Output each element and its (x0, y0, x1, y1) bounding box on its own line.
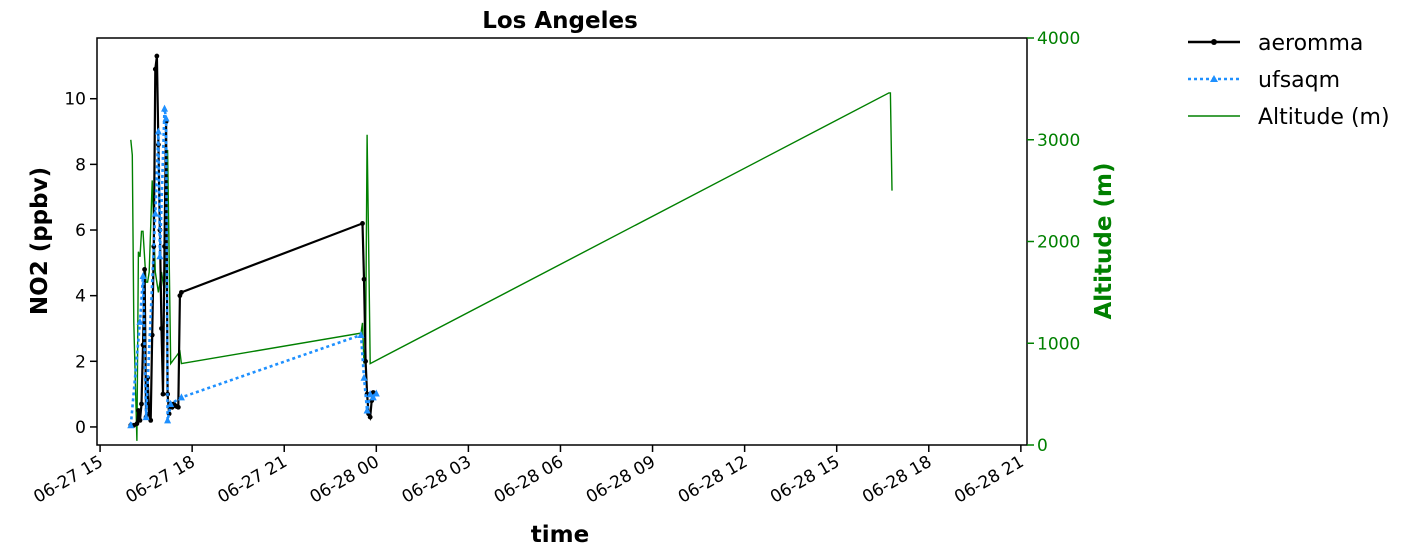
x-tick-label: 06-28 18 (859, 452, 935, 508)
x-tick-label: 06-27 18 (122, 452, 198, 508)
data-point-aeromma (159, 326, 164, 331)
legend-label: ufsaqm (1258, 68, 1340, 93)
series-line-altitude (130, 92, 893, 441)
data-point-ufsaqm (156, 252, 164, 260)
legend-label: Altitude (m) (1258, 105, 1390, 130)
data-point-ufsaqm (154, 127, 162, 135)
data-point-aeromma (152, 66, 158, 72)
data-point-aeromma (160, 391, 166, 397)
data-point-aeromma (139, 401, 144, 407)
x-tick-label: 06-28 21 (951, 452, 1027, 508)
data-point-ufsaqm (164, 416, 172, 424)
data-point-aeromma (361, 276, 367, 282)
data-point-aeromma (360, 221, 365, 226)
legend-marker (1210, 75, 1218, 82)
data-point-aeromma (179, 289, 184, 295)
x-tick-label: 06-28 12 (675, 452, 751, 508)
data-point-aeromma (148, 417, 154, 423)
data-point-ufsaqm (162, 114, 170, 122)
data-point-ufsaqm (366, 390, 374, 398)
y2-tick-label: 1000 (1037, 334, 1080, 354)
data-point-aeromma (363, 358, 368, 364)
data-point-ufsaqm (363, 406, 371, 414)
x-tick-label: 06-28 09 (583, 452, 659, 508)
y-tick-label: 6 (75, 221, 86, 241)
data-point-aeromma (136, 408, 141, 413)
x-tick-label: 06-28 03 (399, 452, 475, 508)
plot-frame (96, 37, 1028, 446)
data-point-ufsaqm (151, 209, 159, 217)
y2-tick-label: 4000 (1037, 29, 1080, 49)
data-point-ufsaqm (139, 271, 147, 279)
y-tick-label: 2 (75, 352, 86, 372)
data-point-aeromma (142, 266, 147, 272)
y2-tick-label: 2000 (1037, 233, 1080, 253)
x-tick-label: 06-28 00 (307, 452, 383, 508)
data-point-aeromma (367, 414, 373, 420)
data-point-ufsaqm (357, 331, 365, 339)
x-tick-label: 06-28 15 (767, 452, 843, 508)
data-point-ufsaqm (161, 104, 169, 112)
y2-tick-label: 3000 (1037, 131, 1080, 151)
data-point-ufsaqm (167, 399, 175, 407)
y2-tick-label: 0 (1037, 436, 1048, 456)
data-point-aeromma (175, 404, 181, 410)
data-point-ufsaqm (142, 413, 150, 421)
x-axis-label: time (531, 522, 589, 548)
chart-title: Los Angeles (482, 8, 638, 34)
y-tick-label: 8 (75, 155, 86, 175)
data-point-aeromma (146, 411, 152, 417)
x-tick-label: 06-28 06 (491, 452, 567, 508)
data-point-ufsaqm (177, 393, 185, 401)
data-point-ufsaqm (360, 373, 368, 381)
y-tick-label: 0 (75, 418, 86, 438)
y-axis-label: NO2 (ppbv) (27, 167, 53, 315)
data-point-aeromma (154, 53, 160, 59)
y2-axis-label: Altitude (m) (1091, 163, 1117, 320)
x-tick-label: 06-27 15 (30, 452, 106, 508)
y-tick-label: 10 (64, 90, 86, 110)
legend-label: aeromma (1258, 31, 1363, 56)
legend-marker (1211, 39, 1217, 45)
data-point-ufsaqm (369, 393, 377, 401)
x-tick-label: 06-27 21 (215, 452, 291, 508)
data-point-ufsaqm (136, 317, 144, 325)
data-point-aeromma (134, 421, 140, 427)
y-tick-label: 4 (75, 287, 86, 307)
data-point-ufsaqm (127, 421, 135, 429)
data-point-ufsaqm (372, 389, 380, 397)
data-point-aeromma (137, 417, 143, 423)
legend: aeromma ufsaqm Altitude (m) (1188, 31, 1390, 130)
